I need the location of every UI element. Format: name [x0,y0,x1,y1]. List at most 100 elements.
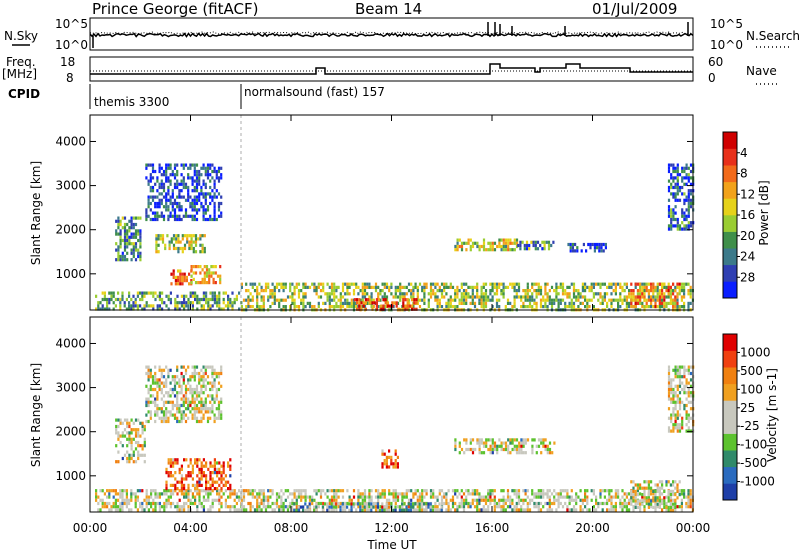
heatmap-cell [220,501,223,506]
heatmap-cell [493,495,496,499]
heatmap-cell [534,247,537,251]
heatmap-cell [130,453,133,457]
heatmap-cell [614,298,617,302]
heatmap-cell [195,387,199,392]
heatmap-cell [197,237,200,241]
heatmap-cell [169,410,172,414]
heatmap-cell [619,282,622,286]
heatmap-cell [284,282,287,286]
heatmap-cell [350,305,353,309]
heatmap-cell [368,298,371,302]
heatmap-cell [667,489,670,493]
heatmap-cell [398,508,401,512]
heatmap-cell [667,394,671,398]
heatmap-cell [546,295,549,299]
heatmap-cell [99,498,102,502]
heatmap-cell [561,489,565,493]
heatmap-cell [191,391,194,395]
heatmap-cell [383,492,386,496]
heatmap-cell [189,387,192,392]
heatmap-cell [406,298,409,302]
heatmap-cell [634,298,637,302]
heatmap-cell [171,205,174,209]
heatmap-cell [126,437,129,441]
heatmap-cell [199,281,202,285]
heatmap-cell [383,295,386,299]
heatmap-cell [350,505,353,509]
heatmap-cell [247,492,250,496]
heatmap-cell [584,305,587,309]
heatmap-cell [427,502,430,506]
heatmap-cell [592,285,595,289]
heatmap-cell [674,400,677,404]
heatmap-cell [368,495,371,499]
heatmap-cell [404,298,407,302]
heatmap-cell [371,301,374,305]
heatmap-cell [402,307,405,311]
heatmap-cell [202,403,205,408]
heatmap-cell [604,242,607,247]
heatmap-cell [216,297,219,302]
heatmap-cell [458,244,461,249]
heatmap-cell [161,301,164,305]
heatmap-cell [557,292,560,296]
heatmap-cell [678,185,682,190]
heatmap-cell [289,289,292,293]
heatmap-cell [386,301,389,305]
heatmap-cell [222,464,225,468]
heatmap-cell [661,508,664,512]
heatmap-cell [352,282,356,286]
heatmap-cell [130,235,133,239]
heatmap-cell [456,505,459,509]
heatmap-cell [167,495,170,499]
heatmap-cell [187,301,190,305]
heatmap-cell [130,431,133,435]
heatmap-cell [215,195,218,199]
heatmap-cell [489,501,492,506]
heatmap-cell [544,444,547,448]
heatmap-cell [456,289,459,293]
heatmap-cell [134,505,137,509]
heatmap-cell [617,492,620,496]
heatmap-cell [117,245,120,249]
heatmap-cell [128,453,131,457]
heatmap-cell [189,489,192,493]
velocity-colorbar-label: Velocity [m s-1] [765,368,779,462]
heatmap-cell [548,498,551,502]
heatmap-cell [517,495,521,499]
heatmap-cell [214,271,217,275]
heatmap-cell [550,305,554,309]
heatmap-cell [491,298,494,302]
heatmap-cell [271,289,274,293]
heatmap-cell [575,495,578,499]
heatmap-cell [256,508,259,512]
heatmap-cell [258,489,261,493]
heatmap-cell [121,226,124,230]
heatmap-cell [672,480,675,484]
heatmap-cell [674,416,677,420]
heatmap-cell [180,413,183,417]
heatmap-cell [123,304,126,308]
heatmap-cell [541,247,544,251]
heatmap-cell [262,492,265,496]
heatmap-cell [411,304,414,308]
heatmap-cell [262,498,265,502]
heatmap-cell [502,489,505,493]
heatmap-cell [158,214,161,218]
heatmap-cell [354,502,357,506]
heatmap-cell [625,301,628,305]
heatmap-cell [282,298,285,302]
heatmap-cell [178,498,181,502]
heatmap-cell [392,495,395,499]
heatmap-cell [256,289,259,293]
heatmap-cell [209,492,212,496]
heatmap-cell [412,495,415,499]
heatmap-cell [200,201,203,206]
heatmap-cell [515,447,519,452]
heatmap-cell [678,282,681,286]
heatmap-cell [683,214,686,218]
heatmap-cell [382,307,385,311]
heatmap-cell [506,505,510,509]
heatmap-cell [643,298,646,302]
heatmap-cell [456,489,459,493]
